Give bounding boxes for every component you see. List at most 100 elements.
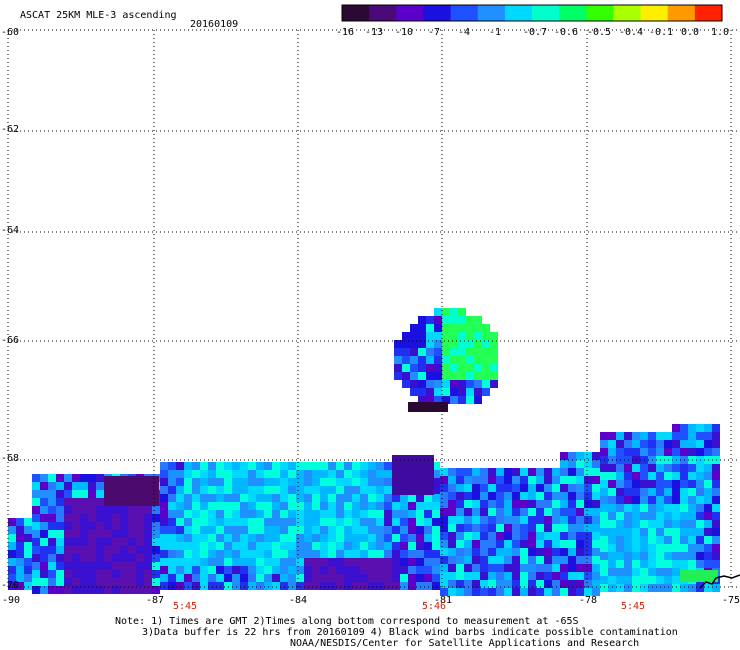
data-cell [512,508,520,516]
data-cell [656,520,664,528]
data-cell [418,388,426,396]
data-cell [432,494,440,502]
data-cell [424,534,432,542]
colorbar-label: -0.4 [618,27,644,38]
data-cell [256,558,264,566]
data-cell [624,528,632,536]
data-cell [264,566,272,574]
data-cell [360,526,368,534]
data-cell [688,440,696,448]
data-cell [552,508,560,516]
data-cell [482,348,490,356]
data-cell [544,588,552,596]
data-cell [440,484,448,492]
data-cell [376,510,384,518]
data-cell [400,558,408,566]
data-cell [488,484,496,492]
data-cell [144,578,152,586]
data-cell [424,574,432,582]
data-cell [434,308,442,316]
data-cell [360,462,368,470]
data-cell [640,464,648,472]
data-cell [80,562,88,570]
data-cell [472,588,480,596]
data-cell [360,558,368,566]
data-cell [656,464,664,472]
data-cell [592,524,600,532]
data-cell [504,564,512,572]
data-cell [224,542,232,550]
data-cell [528,548,536,556]
data-cell [648,464,656,472]
data-cell [400,494,408,502]
data-cell [64,514,72,522]
data-cell [280,558,288,566]
data-cell [592,540,600,548]
data-cell [496,468,504,476]
data-cell [696,536,704,544]
data-cell [248,518,256,526]
data-cell [672,528,680,536]
data-cell [104,570,112,578]
data-cell [48,538,56,546]
data-cell [576,572,584,580]
data-cell [696,552,704,560]
data-cell [568,516,576,524]
data-cell [96,514,104,522]
data-cell [80,530,88,538]
data-cell [696,520,704,528]
data-cell [712,552,720,560]
data-cell [640,488,648,496]
data-cell [192,486,200,494]
data-cell [466,324,474,332]
data-cell [32,570,40,578]
data-cell [440,556,448,564]
data-cell [466,364,474,372]
data-cell [72,546,80,554]
data-cell [656,440,664,448]
data-cell [568,588,576,596]
data-cell [704,584,712,592]
data-cell [312,542,320,550]
colorbar-swatch [694,5,723,21]
data-cell [280,510,288,518]
data-cell [144,538,152,546]
data-cell [648,552,656,560]
data-cell [200,542,208,550]
data-cell [616,480,624,488]
data-cell [456,556,464,564]
data-cell [120,562,128,570]
data-cell [482,332,490,340]
data-cell [144,522,152,530]
data-cell [482,372,490,380]
data-cell [482,380,490,388]
data-cell [450,308,458,316]
data-cell [216,462,224,470]
data-cell [248,486,256,494]
data-cell [600,552,608,560]
data-cell [264,534,272,542]
data-cell [32,530,40,538]
lon-label: -90 [1,595,21,606]
data-cell [224,478,232,486]
data-cell [394,340,402,348]
data-cell [456,500,464,508]
data-cell [496,572,504,580]
data-cell [392,550,400,558]
data-cell [24,526,32,534]
data-cell [256,486,264,494]
data-cell [408,566,416,574]
data-cell [688,496,696,504]
data-cell [456,516,464,524]
data-cell [200,566,208,574]
data-cell [312,526,320,534]
data-cell [536,524,544,532]
data-cell [464,540,472,548]
data-cell [704,472,712,480]
data-cell [464,580,472,588]
data-cell [648,520,656,528]
data-cell [456,580,464,588]
data-cell [432,566,440,574]
data-cell [80,490,88,498]
data-cell [360,470,368,478]
